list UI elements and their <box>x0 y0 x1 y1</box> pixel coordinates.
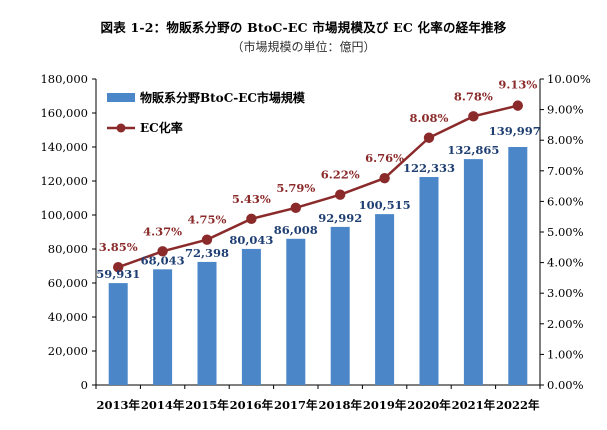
bar-value-label: 139,997 <box>489 124 541 138</box>
ec-rate-label: 4.75% <box>188 213 227 227</box>
right-tick-label: 9.00% <box>547 103 584 117</box>
left-tick-label: 160,000 <box>40 106 88 120</box>
ec-rate-label: 3.85% <box>99 240 138 254</box>
bar-value-label: 92,992 <box>318 211 362 225</box>
left-tick-label: 80,000 <box>48 242 88 256</box>
legend-bar-label: 物販系分野BtoC-EC市場規模 <box>140 90 306 105</box>
bar-value-label: 132,865 <box>447 143 499 157</box>
right-tick-label: 0.00% <box>547 378 584 392</box>
ec-rate-label: 9.13% <box>498 78 537 92</box>
left-tick-label: 0 <box>81 378 88 392</box>
ec-rate-label: 6.76% <box>365 151 404 165</box>
bar-value-label: 100,515 <box>359 198 411 212</box>
ec-rate-point <box>379 172 390 184</box>
ec-rate-point <box>157 246 168 257</box>
right-tick-label: 4.00% <box>547 256 584 270</box>
chart-title: 図表 1-2：物販系分野の BtoC-EC 市場規模及び EC 化率の経年推移 <box>100 20 507 35</box>
bar-value-label: 122,333 <box>403 161 455 175</box>
bar-value-label: 59,931 <box>96 267 140 281</box>
ec-rate-label: 6.22% <box>321 168 360 182</box>
ec-rate-label: 8.08% <box>410 111 449 125</box>
bar-value-label: 80,043 <box>229 233 273 247</box>
ec-rate-point <box>201 234 213 245</box>
left-tick-label: 40,000 <box>48 310 88 324</box>
right-tick-label: 6.00% <box>547 194 584 208</box>
ec-rate-label: 8.78% <box>454 89 493 103</box>
legend-line-label: EC化率 <box>140 120 183 135</box>
ec-rate-point <box>512 100 523 111</box>
left-tick-label: 20,000 <box>48 344 88 358</box>
legend-line-marker <box>116 123 126 133</box>
ec-rate-point <box>468 111 479 122</box>
ec-rate-label: 5.79% <box>276 181 315 195</box>
left-tick-label: 140,000 <box>40 140 88 154</box>
x-tick-label: 2017年 <box>274 398 318 412</box>
bar <box>197 261 217 385</box>
left-tick-label: 60,000 <box>48 276 88 290</box>
ec-rate-label: 5.43% <box>232 192 271 206</box>
bar <box>330 226 350 385</box>
right-tick-label: 8.00% <box>547 133 584 147</box>
left-tick-label: 100,000 <box>40 208 88 222</box>
right-tick-label: 5.00% <box>547 225 584 239</box>
right-tick-label: 3.00% <box>547 286 584 300</box>
ec-rate-point <box>423 132 435 143</box>
ec-rate-point <box>335 189 346 200</box>
right-tick-label: 2.00% <box>547 317 584 331</box>
bar <box>419 177 439 385</box>
left-tick-label: 180,000 <box>40 72 88 86</box>
bar <box>241 248 261 385</box>
x-tick-label: 2022年 <box>496 398 540 412</box>
legend-bar-swatch <box>107 93 135 102</box>
x-tick-label: 2013年 <box>96 398 140 412</box>
x-tick-label: 2014年 <box>141 398 185 412</box>
x-tick-label: 2020年 <box>407 398 451 412</box>
right-tick-label: 10.00% <box>547 72 591 86</box>
bar <box>375 214 395 385</box>
bar <box>286 238 306 385</box>
bar <box>108 283 128 385</box>
x-tick-label: 2015年 <box>185 398 229 412</box>
chart-subtitle: （市場規模の単位：億円） <box>231 40 376 54</box>
left-tick-label: 120,000 <box>40 174 88 188</box>
x-tick-label: 2019年 <box>363 398 407 412</box>
ec-rate-label: 4.37% <box>143 224 182 238</box>
bar <box>463 159 483 385</box>
x-tick-label: 2021年 <box>452 398 496 412</box>
bar-value-label: 72,398 <box>185 246 229 260</box>
ec-rate-point <box>290 202 301 214</box>
ec-rate-point <box>246 213 257 225</box>
x-tick-label: 2016年 <box>230 398 274 412</box>
bar-value-label: 68,043 <box>141 253 185 267</box>
bar <box>153 269 173 385</box>
x-tick-label: 2018年 <box>318 398 362 412</box>
ec-rate-point <box>113 261 124 273</box>
ec-rate-line <box>117 104 519 269</box>
right-tick-label: 1.00% <box>547 347 584 361</box>
bar-value-label: 86,008 <box>274 223 318 237</box>
bar <box>508 147 528 385</box>
right-tick-label: 7.00% <box>547 164 584 178</box>
